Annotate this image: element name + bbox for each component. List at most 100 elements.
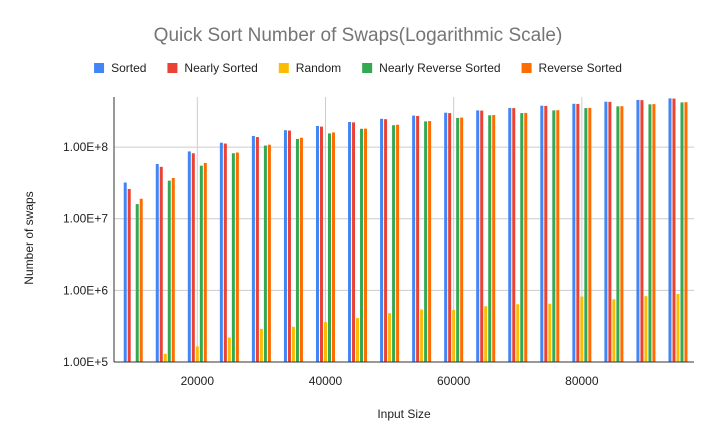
bar xyxy=(480,110,484,362)
legend-item: Reverse Sorted xyxy=(521,61,622,75)
bar xyxy=(291,326,295,362)
bar xyxy=(648,104,652,362)
bar xyxy=(516,304,520,362)
bar xyxy=(428,121,432,362)
bar xyxy=(319,126,323,363)
bar xyxy=(263,145,267,362)
bar xyxy=(327,133,331,362)
bar xyxy=(287,130,291,362)
x-tick-label: 40000 xyxy=(309,374,343,388)
bar xyxy=(616,106,620,363)
bar xyxy=(364,128,368,362)
legend-label: Nearly Sorted xyxy=(184,61,257,75)
y-tick-label: 1.00E+8 xyxy=(63,140,108,154)
bar xyxy=(636,99,640,363)
bar xyxy=(524,112,528,363)
legend-item: Random xyxy=(278,61,341,75)
bar xyxy=(187,151,191,362)
bar xyxy=(235,152,239,362)
bar xyxy=(556,110,560,362)
bar xyxy=(668,98,672,362)
y-tick-label: 1.00E+5 xyxy=(63,355,108,369)
bar xyxy=(572,103,576,363)
grid xyxy=(114,97,694,362)
bar xyxy=(231,153,235,362)
bar xyxy=(644,296,648,362)
bar xyxy=(584,108,588,363)
y-tick-label: 1.00E+6 xyxy=(63,283,108,297)
bar xyxy=(684,102,688,362)
bar xyxy=(588,107,592,362)
bar xyxy=(608,101,612,363)
legend: Sorted Nearly Sorted Random Nearly Reverse … xyxy=(94,61,622,75)
legend-swatch xyxy=(521,63,532,73)
bar xyxy=(191,153,195,362)
bar xyxy=(476,110,480,362)
bar xyxy=(255,137,259,362)
bar xyxy=(299,137,303,362)
bar xyxy=(672,98,676,362)
bar xyxy=(356,318,360,362)
bar xyxy=(267,144,271,362)
bar xyxy=(520,113,524,362)
bar xyxy=(544,105,548,362)
legend-label: Nearly Reverse Sorted xyxy=(379,61,500,75)
bar xyxy=(167,180,171,362)
legend-swatch xyxy=(362,63,373,73)
legend-swatch xyxy=(167,63,178,73)
bars xyxy=(123,98,688,363)
bar xyxy=(203,162,207,362)
bar xyxy=(135,204,139,362)
bar xyxy=(680,102,684,363)
bar xyxy=(416,115,420,362)
bar xyxy=(444,112,448,362)
bar xyxy=(552,110,556,362)
legend-swatch xyxy=(94,63,105,73)
bar xyxy=(508,107,512,362)
x-tick-label: 80000 xyxy=(565,374,599,388)
bar xyxy=(484,306,488,362)
bar xyxy=(251,135,255,362)
bar xyxy=(360,128,364,362)
bar xyxy=(512,108,516,363)
bar xyxy=(163,353,167,362)
bar xyxy=(352,122,356,363)
bar xyxy=(199,165,203,362)
bar xyxy=(323,322,327,362)
bar xyxy=(396,124,400,362)
bar xyxy=(452,310,456,362)
bar xyxy=(492,115,496,362)
bar xyxy=(540,105,544,363)
chart-title: Quick Sort Number of Swaps(Logarithmic S… xyxy=(154,25,563,46)
bar xyxy=(676,293,680,362)
bar xyxy=(604,101,608,363)
bar xyxy=(548,303,552,362)
bar xyxy=(580,296,584,362)
bar xyxy=(295,138,299,362)
bar xyxy=(388,313,392,362)
legend-item: Nearly Reverse Sorted xyxy=(362,61,501,75)
bar xyxy=(488,115,492,362)
bar xyxy=(652,104,656,362)
bar xyxy=(620,106,624,362)
bar xyxy=(159,166,163,362)
bar xyxy=(195,346,199,362)
y-axis-label: Number of swaps xyxy=(22,191,36,284)
bar xyxy=(127,188,131,362)
legend-item: Nearly Sorted xyxy=(167,61,258,75)
bar xyxy=(380,118,384,363)
bar xyxy=(384,119,388,362)
bar xyxy=(259,328,263,362)
x-axis-label: Input Size xyxy=(377,407,431,421)
legend-item: Sorted xyxy=(94,61,146,75)
axes: 20000 40000 60000 80000 1.00E+5 1.00E+6 1.00E+… xyxy=(63,97,694,388)
bar xyxy=(640,100,644,362)
bar xyxy=(412,115,416,362)
bar xyxy=(227,337,231,362)
bar xyxy=(460,117,464,362)
y-tick-label: 1.00E+7 xyxy=(63,212,108,226)
x-tick-label: 20000 xyxy=(181,374,215,388)
bar xyxy=(424,121,428,363)
